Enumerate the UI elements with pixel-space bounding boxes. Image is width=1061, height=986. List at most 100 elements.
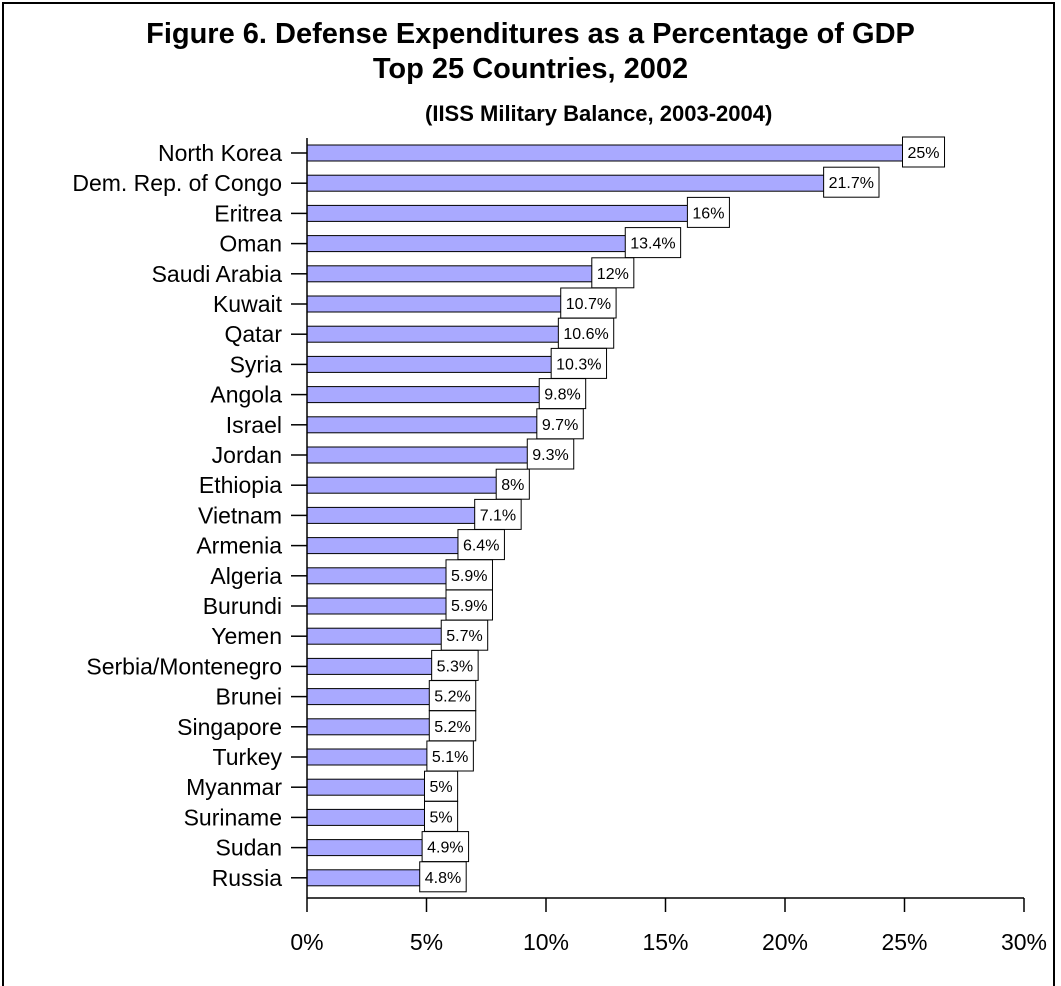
bar <box>306 718 432 736</box>
x-tick-label: 0% <box>290 929 323 955</box>
category-label: Armenia <box>196 533 282 559</box>
x-tick-label: 20% <box>762 929 808 955</box>
category-label: Yemen <box>211 623 282 649</box>
data-label-box <box>428 680 477 712</box>
data-label-box <box>686 196 730 228</box>
data-labels-layer: 25% 21.7% 16% 13.4%12% 10.7% 10.6% 10.3% 9.8% 9.… <box>419 136 946 893</box>
category-label: Oman <box>219 231 282 257</box>
bar <box>306 537 461 555</box>
category-label: Brunei <box>216 684 282 710</box>
data-label: 10.3% <box>556 356 601 373</box>
category-label: Singapore <box>177 714 282 740</box>
data-label: 6.4% <box>463 538 499 555</box>
data-label-box <box>624 227 682 259</box>
data-label-box <box>428 710 477 742</box>
data-label: 7.1% <box>480 507 516 524</box>
bar <box>306 506 478 524</box>
data-label-box <box>419 861 467 893</box>
bar <box>306 325 561 343</box>
data-label: 5% <box>430 779 453 796</box>
category-label: Saudi Arabia <box>152 261 283 287</box>
data-label: 4.8% <box>425 870 461 887</box>
x-tick-label: 30% <box>1001 929 1047 955</box>
category-label: Qatar <box>224 321 282 347</box>
bar <box>306 657 435 675</box>
x-tick-label: 15% <box>642 929 688 955</box>
axis-layer <box>291 138 1025 912</box>
bars-layer <box>306 144 905 887</box>
bar <box>306 386 542 404</box>
bar <box>306 144 905 162</box>
bar <box>306 567 449 585</box>
bar <box>306 476 499 494</box>
tick-labels-layer: 0% 5% 10% 15% 20% 25% 30% <box>290 929 1047 955</box>
data-label: 12% <box>597 266 629 283</box>
data-label: 16% <box>692 205 724 222</box>
category-label: Burundi <box>203 593 282 619</box>
x-tick-label: 5% <box>410 929 443 955</box>
bar <box>306 688 432 706</box>
bar <box>306 597 449 615</box>
bar <box>306 174 827 192</box>
data-label: 5.2% <box>434 719 470 736</box>
category-label: Russia <box>212 865 283 891</box>
data-label: 13.4% <box>630 236 675 253</box>
bar <box>306 748 430 766</box>
category-label: Suriname <box>184 804 282 830</box>
category-label: Turkey <box>213 744 283 770</box>
bar <box>306 839 425 857</box>
category-label: Sudan <box>215 835 282 861</box>
category-label: Ethiopia <box>199 472 282 498</box>
data-label: 8% <box>501 477 524 494</box>
data-label-box <box>902 136 946 168</box>
bar <box>306 869 423 887</box>
data-label-box <box>560 287 617 319</box>
bar <box>306 265 595 283</box>
bar <box>306 446 530 464</box>
bar <box>306 778 427 796</box>
data-label: 4.9% <box>427 840 463 857</box>
category-labels-layer: North Korea Dem. Rep. of Congo Eritrea Oman… <box>72 140 282 891</box>
data-label: 5.7% <box>446 628 482 645</box>
data-label: 10.6% <box>563 326 608 343</box>
data-label: 5.1% <box>432 749 468 766</box>
bar <box>306 355 554 373</box>
category-label: Vietnam <box>198 502 282 528</box>
data-label-box <box>440 619 489 651</box>
data-label: 9.3% <box>532 447 568 464</box>
data-label: 9.8% <box>544 387 580 404</box>
data-label: 25% <box>908 145 940 162</box>
category-label: Myanmar <box>186 774 282 800</box>
bar <box>306 235 628 253</box>
data-label-box <box>421 831 470 863</box>
category-label: Dem. Rep. of Congo <box>72 170 282 196</box>
data-label: 5.2% <box>434 689 470 706</box>
category-label: Israel <box>226 412 282 438</box>
bar <box>306 808 427 826</box>
data-label-box <box>457 529 505 561</box>
data-label: 21.7% <box>829 175 874 192</box>
data-label-box <box>445 559 493 591</box>
category-label: Jordan <box>212 442 282 468</box>
data-label: 5% <box>430 809 453 826</box>
data-label: 5.3% <box>437 658 473 675</box>
data-label-box <box>474 498 522 530</box>
chart-subtitle: Top 25 Countries, 2002 <box>372 53 689 85</box>
bar <box>306 204 690 222</box>
category-label: Eritrea <box>214 200 282 226</box>
data-label-box <box>591 257 635 289</box>
chart-title: Figure 6. Defense Expenditures as a Perc… <box>146 18 915 50</box>
data-label-box <box>526 438 575 470</box>
category-label: Kuwait <box>213 291 283 317</box>
data-label: 9.7% <box>542 417 578 434</box>
bar <box>306 627 444 645</box>
x-tick-label: 25% <box>881 929 927 955</box>
category-label: North Korea <box>158 140 282 166</box>
category-label: Serbia/Montenegro <box>86 653 282 679</box>
category-label: Angola <box>210 382 282 408</box>
data-label: 5.9% <box>451 568 487 585</box>
data-label-box <box>550 347 608 379</box>
